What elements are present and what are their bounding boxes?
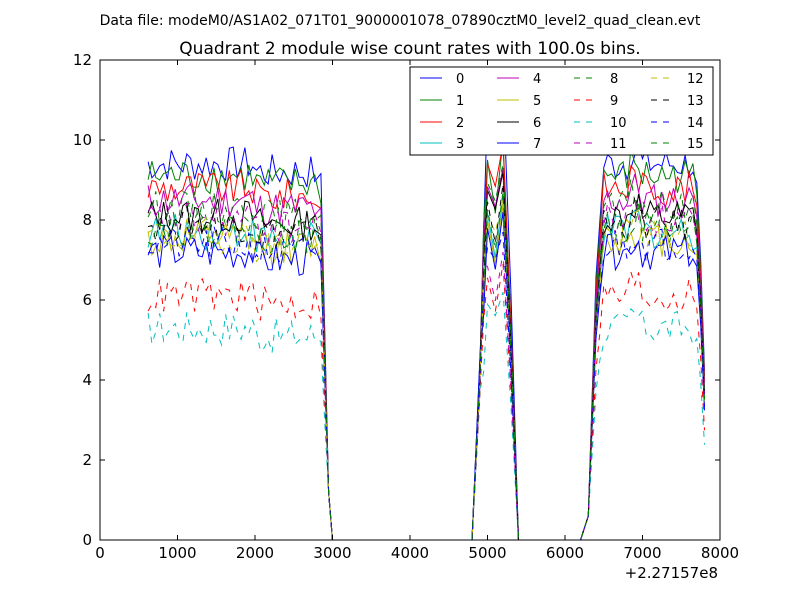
y-tick-label: 0 <box>82 531 92 549</box>
legend-label-14: 14 <box>687 116 704 131</box>
legend-label-9: 9 <box>610 94 618 109</box>
x-tick-label: 7000 <box>623 544 661 562</box>
legend-label-6: 6 <box>533 116 541 131</box>
series-line-9 <box>147 263 705 541</box>
figure-suptitle: Data file: modeM0/AS1A02_071T01_90000010… <box>100 13 701 29</box>
legend-label-11: 11 <box>610 137 627 152</box>
x-offset-label: +2.27157e8 <box>625 564 718 582</box>
legend-label-15: 15 <box>687 137 704 152</box>
plot-lines <box>147 83 705 541</box>
legend-label-2: 2 <box>456 116 464 131</box>
series-line-6 <box>147 171 705 541</box>
series-line-10 <box>147 291 705 541</box>
x-tick-label: 8000 <box>701 544 739 562</box>
series-line-0 <box>147 83 705 541</box>
series-line-14 <box>148 224 705 541</box>
x-tick-label: 5000 <box>468 544 506 562</box>
series-line-1 <box>147 139 705 541</box>
y-tick-label: 8 <box>82 211 92 229</box>
series-line-5 <box>147 203 705 541</box>
legend-label-1: 1 <box>456 94 464 109</box>
chart-title: Quadrant 2 module wise count rates with … <box>179 39 640 59</box>
series-line-11 <box>147 199 705 541</box>
y-tick-label: 6 <box>82 291 92 309</box>
y-tick-label: 4 <box>82 371 92 389</box>
series-line-15 <box>147 191 705 541</box>
series-line-2 <box>147 143 705 541</box>
x-tick-label: 4000 <box>391 544 429 562</box>
series-line-7 <box>147 211 705 541</box>
series-line-13 <box>147 183 705 541</box>
series-line-8 <box>147 163 705 541</box>
axis-ticks: 0 1000 2000 3000 4000 5000 6000 7000 80000246810… <box>73 51 739 562</box>
legend-label-0: 0 <box>456 72 464 87</box>
legend-label-8: 8 <box>610 72 618 87</box>
legend-label-3: 3 <box>456 137 464 152</box>
legend-label-5: 5 <box>533 94 541 109</box>
legend-frame <box>409 66 714 156</box>
x-tick-label: 3000 <box>313 544 351 562</box>
x-tick-label: 6000 <box>546 544 584 562</box>
legend-label-7: 7 <box>533 137 541 152</box>
x-tick-label: 2000 <box>236 544 274 562</box>
y-tick-label: 10 <box>73 131 92 149</box>
legend-label-12: 12 <box>687 72 704 87</box>
legend-label-13: 13 <box>687 94 704 109</box>
legend-label-10: 10 <box>610 116 627 131</box>
series-line-12 <box>147 199 705 541</box>
series-line-4 <box>147 167 705 541</box>
x-tick-label: 1000 <box>158 544 196 562</box>
x-tick-label: 0 <box>95 544 105 562</box>
legend-label-4: 4 <box>533 72 541 87</box>
y-tick-label: 12 <box>73 51 92 69</box>
y-tick-label: 2 <box>82 451 92 469</box>
